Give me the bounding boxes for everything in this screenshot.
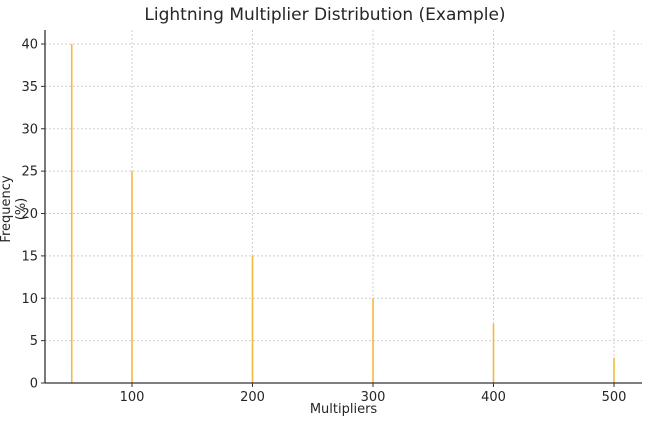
- y-tick-label: 15: [21, 249, 38, 264]
- x-tick-label: 100: [120, 390, 145, 405]
- y-tick-label: 30: [21, 122, 38, 137]
- y-tick-label: 10: [21, 292, 38, 307]
- y-tick-label: 40: [21, 38, 38, 53]
- bar: [492, 323, 495, 383]
- y-tick-label: 25: [21, 165, 38, 180]
- y-tick-label: 5: [30, 334, 38, 349]
- bar: [131, 171, 133, 383]
- x-axis-label: Multipliers: [309, 402, 378, 417]
- bar: [70, 44, 73, 383]
- x-tick-label: 300: [361, 390, 386, 405]
- chart-title: Lightning Multiplier Distribution (Examp…: [144, 5, 506, 25]
- x-tick-label: 400: [481, 390, 506, 405]
- x-tick-label: 200: [240, 390, 265, 405]
- y-tick-label: 35: [21, 80, 38, 95]
- y-tick-label: 20: [21, 207, 38, 222]
- y-tick-label: 0: [30, 377, 38, 392]
- x-tick-label: 500: [602, 390, 627, 405]
- bar: [613, 357, 615, 383]
- bar: [372, 298, 374, 383]
- bar: [251, 255, 254, 383]
